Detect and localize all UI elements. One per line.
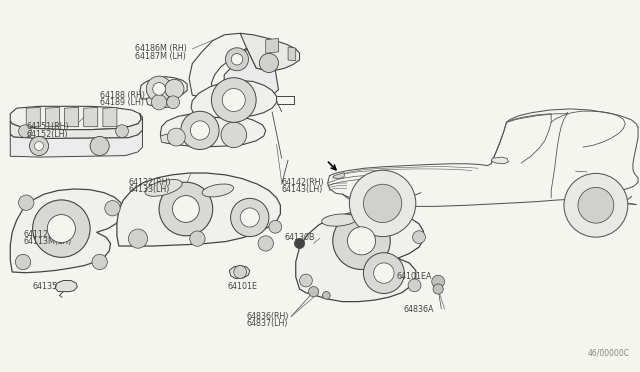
Circle shape	[159, 182, 212, 236]
Polygon shape	[10, 189, 124, 273]
Circle shape	[105, 201, 120, 216]
Polygon shape	[84, 108, 98, 127]
Circle shape	[231, 54, 243, 65]
Circle shape	[15, 254, 31, 270]
Text: 64188 (RH): 64188 (RH)	[100, 91, 145, 100]
Circle shape	[333, 212, 390, 270]
Circle shape	[173, 196, 199, 222]
Circle shape	[92, 254, 108, 270]
Polygon shape	[45, 108, 60, 127]
Text: 64186M (RH): 64186M (RH)	[135, 44, 187, 53]
Text: 64132(RH): 64132(RH)	[129, 178, 171, 187]
Circle shape	[19, 195, 34, 210]
Circle shape	[165, 79, 184, 99]
Text: 64187M (LH): 64187M (LH)	[135, 52, 186, 61]
Polygon shape	[10, 131, 143, 157]
Circle shape	[374, 263, 394, 283]
Circle shape	[300, 274, 312, 287]
Circle shape	[432, 275, 445, 288]
Circle shape	[29, 137, 49, 155]
Polygon shape	[161, 113, 266, 147]
Polygon shape	[10, 114, 143, 138]
Text: 46/00000C: 46/00000C	[588, 348, 630, 357]
Circle shape	[408, 279, 421, 292]
Circle shape	[564, 173, 628, 237]
Ellipse shape	[322, 214, 356, 226]
Text: 64142(RH): 64142(RH)	[282, 178, 324, 187]
Text: 64837(LH): 64837(LH)	[246, 320, 288, 328]
Circle shape	[269, 220, 282, 233]
Text: 64130B: 64130B	[285, 233, 316, 243]
Polygon shape	[117, 173, 280, 246]
Circle shape	[225, 48, 248, 71]
Circle shape	[234, 266, 246, 278]
Polygon shape	[266, 38, 278, 53]
Text: 64836A: 64836A	[403, 305, 433, 314]
Circle shape	[33, 200, 90, 257]
Ellipse shape	[367, 219, 394, 229]
Circle shape	[129, 229, 148, 248]
Circle shape	[348, 227, 376, 255]
Circle shape	[240, 208, 259, 227]
Ellipse shape	[202, 184, 234, 197]
Circle shape	[222, 89, 245, 112]
Circle shape	[211, 78, 256, 122]
Circle shape	[413, 231, 426, 244]
Circle shape	[35, 141, 44, 150]
Circle shape	[116, 125, 129, 138]
Polygon shape	[333, 173, 344, 179]
Text: 64113M(LH): 64113M(LH)	[23, 237, 71, 246]
Polygon shape	[288, 47, 296, 61]
Text: 64151(RH): 64151(RH)	[26, 122, 69, 131]
Polygon shape	[147, 96, 179, 108]
Circle shape	[19, 125, 31, 138]
Polygon shape	[55, 280, 77, 292]
Circle shape	[167, 96, 179, 109]
Ellipse shape	[145, 179, 182, 196]
Text: 64836(RH): 64836(RH)	[246, 312, 289, 321]
Circle shape	[294, 238, 305, 248]
Polygon shape	[26, 108, 40, 127]
Polygon shape	[103, 108, 117, 127]
Text: 64101EA: 64101EA	[397, 272, 432, 281]
Circle shape	[308, 286, 319, 297]
Polygon shape	[65, 108, 79, 127]
Text: 64101E: 64101E	[227, 282, 257, 291]
Polygon shape	[491, 157, 508, 164]
Polygon shape	[191, 80, 276, 118]
Circle shape	[258, 236, 273, 251]
Polygon shape	[240, 33, 300, 70]
Circle shape	[364, 184, 402, 222]
Circle shape	[153, 83, 166, 95]
Text: 64189 (LH): 64189 (LH)	[100, 98, 143, 107]
Text: 64112M(RH): 64112M(RH)	[23, 230, 72, 239]
Circle shape	[221, 122, 246, 148]
Polygon shape	[161, 134, 174, 143]
Circle shape	[190, 121, 209, 140]
Circle shape	[152, 94, 167, 110]
Polygon shape	[140, 77, 187, 99]
Circle shape	[147, 76, 172, 102]
Text: 64133(LH): 64133(LH)	[129, 185, 170, 194]
Circle shape	[323, 292, 330, 299]
Circle shape	[189, 231, 205, 246]
Circle shape	[364, 253, 404, 294]
Polygon shape	[229, 266, 250, 279]
Polygon shape	[10, 106, 141, 130]
Text: 64135: 64135	[33, 282, 58, 291]
Circle shape	[259, 54, 278, 73]
Circle shape	[90, 137, 109, 155]
Circle shape	[349, 170, 416, 237]
Circle shape	[433, 284, 444, 294]
Circle shape	[578, 187, 614, 223]
Polygon shape	[296, 210, 424, 302]
Polygon shape	[189, 33, 253, 98]
Circle shape	[47, 215, 76, 243]
Polygon shape	[224, 48, 278, 97]
Text: 64152(LH): 64152(LH)	[26, 129, 68, 139]
Circle shape	[230, 198, 269, 237]
Text: 64143(LH): 64143(LH)	[282, 185, 323, 194]
Circle shape	[168, 128, 185, 146]
Circle shape	[180, 111, 219, 150]
